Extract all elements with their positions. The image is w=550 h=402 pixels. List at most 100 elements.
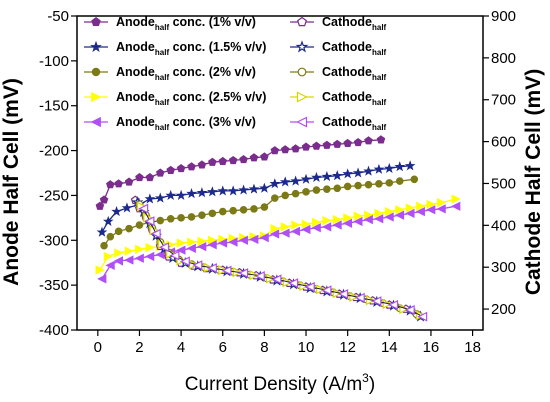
series-point (103, 251, 114, 262)
series-point (312, 141, 321, 150)
legend-label-name: Anode (116, 90, 155, 104)
series-point (404, 304, 415, 315)
series-point (353, 138, 363, 147)
series-point (296, 116, 308, 128)
y-left-tick-label: -100 (39, 53, 69, 70)
series-point (375, 179, 383, 188)
series-point (144, 193, 156, 204)
series-point (388, 299, 399, 310)
series-point (221, 265, 232, 276)
series-point (376, 135, 386, 144)
legend-label-name: Cathode (322, 65, 372, 79)
series-point (206, 263, 217, 274)
series-point (312, 186, 321, 194)
series-point (343, 182, 352, 191)
series-point (90, 40, 102, 52)
series-point (97, 274, 107, 284)
series-point (227, 185, 239, 196)
series-point (280, 222, 291, 232)
series-point (239, 155, 248, 164)
legend-label-sub: half (155, 123, 170, 132)
series-point (364, 136, 373, 145)
series-point (333, 184, 342, 193)
series-point (312, 217, 322, 227)
series-point (280, 145, 290, 154)
series-point (404, 160, 416, 171)
legend-label-suffix: conc. (2.5% v/v) (169, 90, 266, 104)
series-point (121, 202, 133, 213)
series-point (394, 161, 406, 172)
x-tick-label: 10 (298, 339, 315, 356)
x-axis-title: Current Density (A/m3) (185, 371, 375, 395)
series-point (186, 243, 196, 254)
x-axis-title-sup: 3 (362, 371, 369, 385)
series-point (238, 268, 249, 279)
series-point (102, 215, 114, 226)
legend-label-name: Anode (116, 115, 155, 129)
series-point (217, 185, 229, 196)
series-point (353, 211, 363, 221)
y-left-tick-label: -250 (39, 187, 69, 204)
legend-item-4: Anodehalf conc. (2.5% v/v) (84, 90, 266, 107)
series-point (259, 232, 269, 243)
series-point (332, 139, 342, 148)
series-point (342, 168, 353, 179)
series-point (363, 215, 373, 225)
x-tick-label: 14 (381, 339, 398, 356)
legend-label-sub: half (155, 48, 170, 57)
plot-area-border (76, 15, 484, 331)
legend-label: Anodehalf conc. (1% v/v) (116, 15, 256, 32)
series-point (291, 220, 301, 230)
legend-label-name: Anode (116, 15, 155, 29)
legend-label-name: Cathode (322, 40, 372, 54)
series-point (363, 165, 374, 176)
series-point (282, 277, 293, 288)
series-point (342, 218, 353, 228)
x-tick-label: 0 (94, 339, 102, 356)
legend-label-suffix: conc. (2% v/v) (169, 65, 256, 79)
series-point (198, 211, 206, 219)
series-point (176, 164, 186, 173)
legend-label-sub: half (372, 98, 387, 107)
axes-layer: 0 2 4 6 8 10 12 14 16 18 -50 -100 -150 -200 -250 -300 -3… (39, 8, 516, 356)
series-point (291, 144, 300, 153)
legend-item-7: Cathodehalf (290, 40, 387, 57)
series-point (300, 173, 312, 184)
y-left-tick-label: -150 (39, 98, 69, 115)
series-point (371, 296, 382, 307)
x-axis-title-main: Current Density (A/m (185, 374, 362, 395)
series-point (114, 248, 124, 258)
series-4 (95, 194, 461, 275)
series-point (260, 203, 269, 211)
series-point (165, 189, 177, 200)
series-point (114, 179, 123, 188)
series-point (207, 186, 218, 197)
series-10 (138, 203, 428, 322)
legend-label-suffix: conc. (3% v/v) (169, 115, 256, 129)
series-point (349, 291, 360, 302)
legend-label: Anodehalf conc. (1.5% v/v) (116, 40, 266, 57)
series-point (197, 236, 207, 246)
series-point (134, 253, 144, 263)
series-layer (95, 135, 461, 322)
series-point (259, 182, 270, 193)
series-point (124, 177, 134, 186)
series-point (384, 212, 394, 222)
series-point (218, 156, 228, 165)
series-point (125, 224, 133, 233)
series-point (395, 205, 405, 215)
series-point (321, 285, 332, 296)
series-point (176, 238, 186, 248)
legend-item-6: Cathodehalf (290, 15, 387, 32)
series-point (405, 208, 415, 219)
series-point (436, 204, 446, 214)
series-point (114, 227, 123, 236)
series-point (159, 242, 170, 253)
series-point (426, 205, 436, 215)
series-point (166, 165, 175, 174)
series-point (238, 235, 248, 245)
legend-label-name: Cathode (322, 15, 372, 29)
series-point (145, 242, 155, 253)
series-point (135, 244, 145, 254)
series-point (144, 216, 155, 227)
